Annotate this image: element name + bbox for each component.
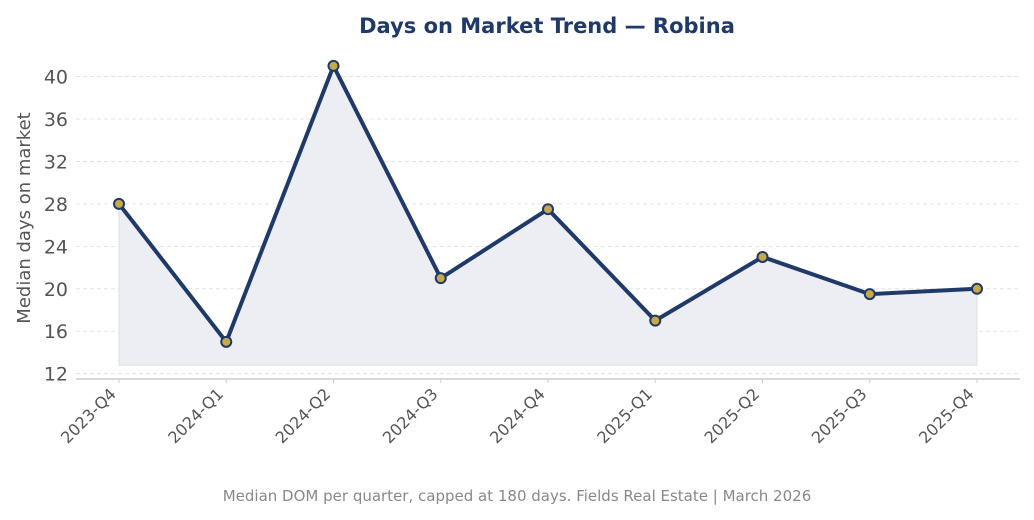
data-point <box>327 59 340 72</box>
data-point <box>863 288 876 301</box>
x-tick-label: 2025-Q1 <box>593 384 656 447</box>
x-tick-label: 2024-Q3 <box>379 384 442 447</box>
y-tick-label: 28 <box>44 194 68 216</box>
data-point <box>113 197 125 210</box>
y-tick-label: 16 <box>44 321 68 343</box>
footnote: Median DOM per quarter, capped at 180 da… <box>223 487 812 505</box>
x-tick-label: 2025-Q2 <box>700 384 763 447</box>
area-shape <box>118 64 978 366</box>
y-tick-label: 12 <box>44 364 68 386</box>
y-tick-label: 20 <box>44 279 68 301</box>
data-point <box>971 282 983 295</box>
x-tick-label: 2023-Q4 <box>57 384 120 447</box>
y-axis-label: Median days on market <box>14 112 35 323</box>
chart-title: Days on Market Trend — Robina <box>359 14 735 38</box>
data-point <box>756 250 769 263</box>
data-point <box>542 203 554 216</box>
x-tick-label: 2025-Q3 <box>808 384 871 447</box>
data-points <box>113 59 983 348</box>
y-tick-label: 32 <box>44 151 68 173</box>
y-axis-ticks: 12 16 20 24 28 32 36 40 <box>44 67 68 386</box>
data-point <box>220 335 233 348</box>
x-axis-ticks: 2023-Q4 2024-Q1 2024-Q2 2024-Q3 2024-Q4 2025-… <box>57 379 978 447</box>
y-tick-label: 24 <box>44 236 68 258</box>
y-tick-label: 40 <box>44 67 68 89</box>
x-tick-label: 2024-Q1 <box>164 384 227 447</box>
data-point <box>434 272 447 285</box>
x-tick-label: 2024-Q4 <box>486 384 549 447</box>
x-tick-label: 2024-Q2 <box>271 384 334 447</box>
y-tick-label: 36 <box>44 109 68 131</box>
x-tick-label: 2025-Q4 <box>915 384 978 447</box>
area-fill <box>118 64 978 366</box>
data-point <box>649 314 662 327</box>
